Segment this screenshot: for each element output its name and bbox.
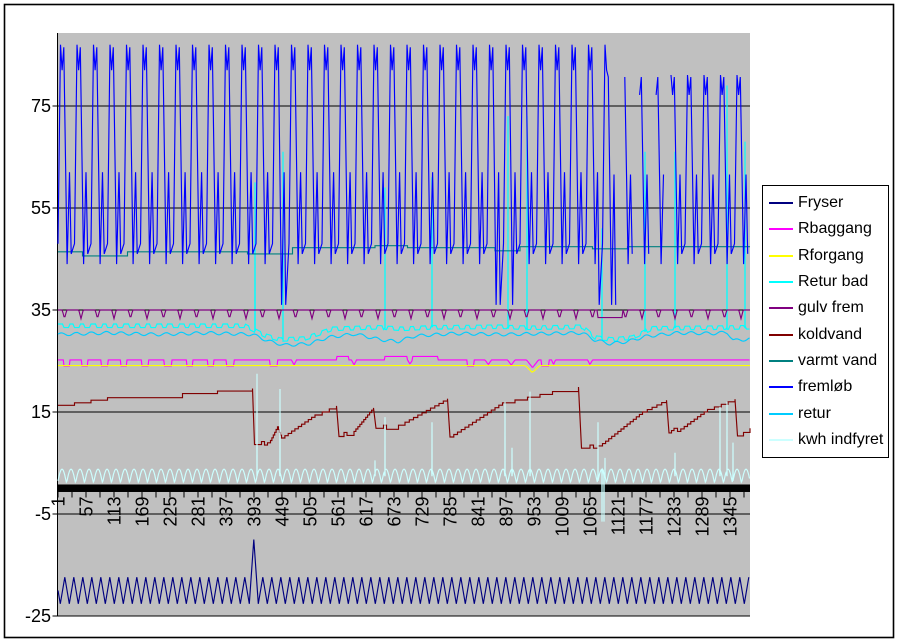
legend-label: retur [798, 404, 831, 422]
legend-line-swatch [769, 333, 793, 336]
legend-label: koldvand [798, 325, 863, 343]
category-axis-line [58, 484, 750, 492]
image-border [3, 3, 895, 639]
series-line-freml-b [670, 74, 749, 265]
category-axis-label: 785 [441, 496, 461, 526]
series-line-koldvand [58, 386, 751, 449]
category-axis-label: 449 [273, 496, 293, 526]
series-line-freml-b [639, 76, 650, 265]
legend-item-varmt-vand[interactable]: varmt vand [769, 350, 888, 372]
series-line-freml-b [57, 44, 617, 305]
series-line-retur [57, 330, 750, 347]
category-axis-label: 673 [385, 496, 405, 526]
value-axis-label: -5 [35, 504, 51, 524]
value-axis-label: -25 [25, 606, 51, 626]
category-axis-label: 1 [49, 496, 69, 506]
legend-label: Fryser [798, 194, 844, 212]
category-axis-label: 169 [133, 496, 153, 526]
legend-label: varmt vand [798, 351, 878, 369]
category-axis-label: 225 [161, 496, 181, 526]
category-axis-label: 1121 [609, 496, 629, 535]
legend-line-swatch [769, 386, 793, 389]
legend-item-rbaggang[interactable]: Rbaggang [769, 218, 888, 240]
value-axis-label: 35 [31, 300, 51, 320]
series-line-rbaggang [58, 355, 750, 368]
category-axis-label: 1009 [553, 496, 573, 536]
value-axis-label: 55 [31, 198, 51, 218]
legend-line-swatch [769, 307, 793, 310]
value-axis-label: 75 [31, 96, 51, 116]
legend-item-kwh-indfyret[interactable]: kwh indfyret [769, 429, 888, 451]
legend-item-rforgang[interactable]: Rforgang [769, 245, 888, 267]
legend-line-swatch [769, 438, 793, 441]
category-axis-label: 841 [469, 496, 489, 526]
category-axis-label: 281 [189, 496, 209, 526]
legend-item-gulv-frem[interactable]: gulv frem [769, 297, 888, 319]
legend-item-retur[interactable]: retur [769, 403, 888, 425]
category-axis-label: 1289 [693, 496, 713, 536]
category-axis-label: 505 [301, 496, 321, 526]
category-axis-label: 1345 [721, 496, 741, 536]
category-axis-label: 1065 [581, 496, 601, 536]
category-axis-label: 1177 [637, 496, 657, 535]
legend-label: Retur bad [798, 273, 869, 291]
legend-label: fremløb [798, 378, 853, 396]
series-line-freml-b [624, 76, 633, 265]
series-line-rforgang [58, 365, 750, 373]
plot-area[interactable] [58, 33, 750, 616]
legend-item-koldvand[interactable]: koldvand [769, 324, 888, 346]
category-axis-label: 393 [245, 496, 265, 526]
category-axis-label: 617 [357, 496, 377, 526]
category-axis-label: 561 [329, 496, 349, 526]
series-line-freml-b [655, 76, 665, 265]
series-line-kwh-indfyret [57, 373, 751, 522]
category-axis-label: 113 [105, 496, 125, 525]
series-line-fryser [57, 539, 750, 604]
category-axis-label: 953 [525, 496, 545, 526]
legend-line-swatch [769, 202, 793, 205]
legend-label: gulv frem [798, 299, 864, 317]
category-axis-label: 1233 [665, 496, 685, 536]
chart-legend[interactable]: Fryser Rbaggang Rforgang Retur bad gulv frem… [762, 185, 889, 458]
legend-line-swatch [769, 412, 793, 415]
category-axis-label: 729 [413, 496, 433, 526]
legend-line-swatch [769, 359, 793, 362]
series-line-retur-bad [58, 85, 750, 342]
legend-item-fryser[interactable]: Fryser [769, 192, 888, 214]
series-line-gulv-frem [58, 309, 750, 321]
value-axis-label: 15 [31, 402, 51, 422]
category-axis-label: 57 [77, 496, 97, 516]
legend-label: Rbaggang [798, 220, 872, 238]
legend-line-swatch [769, 281, 793, 284]
legend-line-swatch [769, 228, 793, 231]
series-line-varmt-vand [58, 245, 750, 257]
category-axis-label: 337 [217, 496, 237, 526]
legend-item-freml-b[interactable]: fremløb [769, 376, 888, 398]
legend-item-retur-bad[interactable]: Retur bad [769, 271, 888, 293]
legend-label: kwh indfyret [798, 430, 884, 448]
legend-label: Rforgang [798, 246, 864, 264]
category-axis-label: 897 [497, 496, 517, 526]
legend-line-swatch [769, 254, 793, 257]
